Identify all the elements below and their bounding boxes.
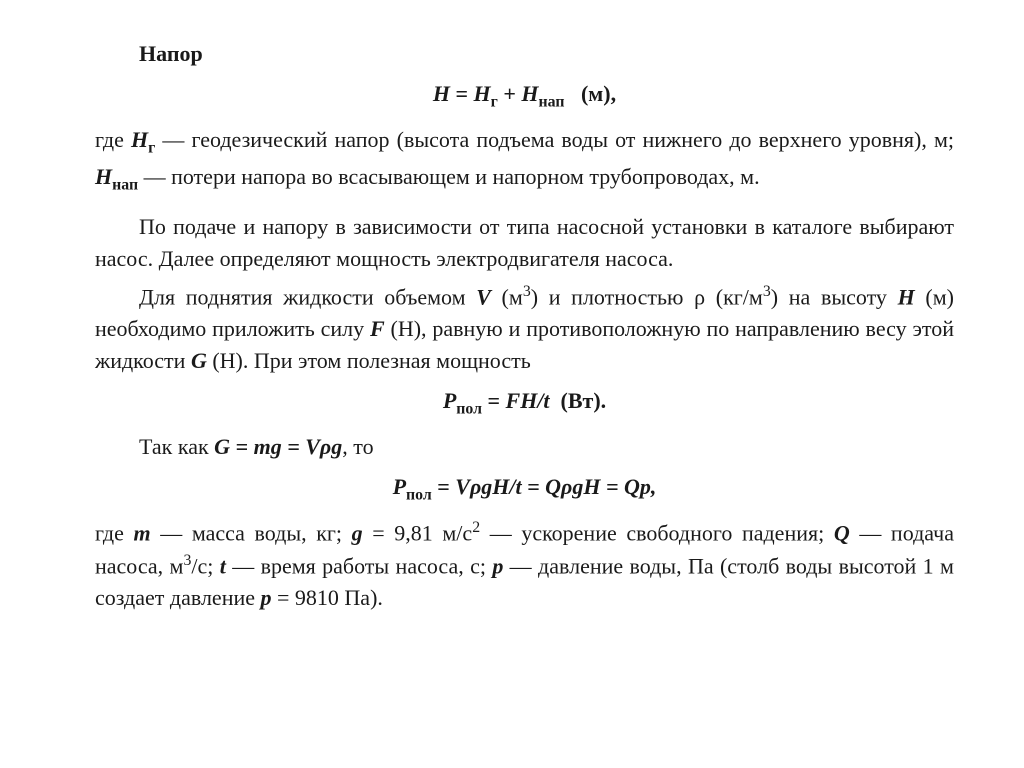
paragraph-4: Так как G = mg = Vρg, то [95, 431, 954, 463]
paragraph-5: где m — масса воды, кг; g = 9,81 м/с2 — … [95, 517, 954, 613]
formula-2: Pпол = FH/t (Вт). [95, 385, 954, 421]
section-heading: Напор [95, 38, 954, 70]
paragraph-1: где Hг — геодезический напор (высота под… [95, 124, 954, 197]
formula-1: H = Hг + Hнап (м), [95, 78, 954, 114]
paragraph-3: Для поднятия жидкости объемом V (м3) и п… [95, 281, 954, 377]
document-page: Напор H = Hг + Hнап (м), где Hг — геодез… [0, 0, 1024, 650]
paragraph-2: По подаче и напору в зависимости от типа… [95, 211, 954, 275]
formula-3: Pпол = VρgH/t = QρgH = Qp, [95, 471, 954, 507]
